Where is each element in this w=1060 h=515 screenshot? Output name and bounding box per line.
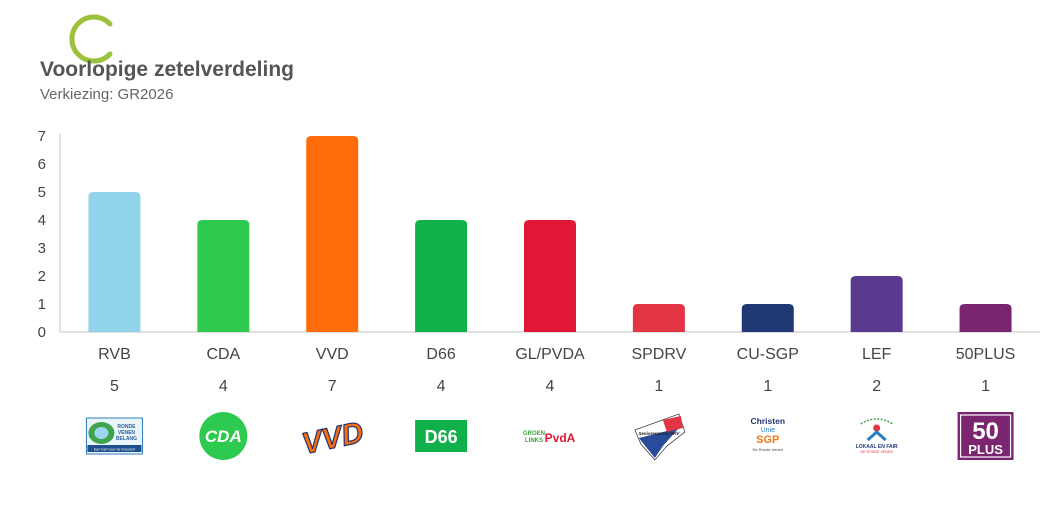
category-label: VVD bbox=[316, 346, 349, 363]
loading-spinner-icon bbox=[69, 14, 113, 64]
page-subtitle: Verkiezing: GR2026 bbox=[40, 86, 174, 103]
svg-text:De Ronde Venen: De Ronde Venen bbox=[753, 447, 783, 452]
svg-text:D66: D66 bbox=[425, 427, 458, 447]
data-label: 5 bbox=[110, 378, 119, 395]
category-label: LEF bbox=[862, 346, 892, 363]
data-label: 1 bbox=[763, 378, 772, 395]
bar-d66 bbox=[415, 220, 468, 332]
bar-cu-sgp bbox=[741, 304, 794, 332]
seniorenpartij-drv-logo: Seniorenpartij DRV bbox=[634, 413, 686, 461]
svg-text:50: 50 bbox=[972, 418, 999, 445]
vvd-logo: VVD bbox=[299, 415, 367, 461]
svg-text:Christen: Christen bbox=[751, 416, 785, 426]
data-label: 4 bbox=[219, 378, 228, 395]
y-tick-label: 2 bbox=[38, 268, 46, 285]
y-tick-label: 5 bbox=[38, 184, 46, 201]
bar-gl-pvda bbox=[524, 220, 576, 332]
y-tick-label: 3 bbox=[38, 240, 46, 257]
svg-text:Unie: Unie bbox=[761, 427, 776, 434]
data-label: 4 bbox=[437, 378, 446, 395]
svg-text:DE RONDE VENEN: DE RONDE VENEN bbox=[860, 450, 893, 454]
y-tick-label: 4 bbox=[38, 212, 46, 229]
svg-text:PLUS: PLUS bbox=[968, 442, 1003, 457]
category-label: CDA bbox=[206, 346, 240, 363]
50plus-logo: 50PLUS bbox=[957, 412, 1014, 460]
category-label: CU-SGP bbox=[737, 346, 799, 363]
bar-vvd bbox=[306, 136, 359, 332]
y-tick-label: 6 bbox=[38, 156, 46, 173]
bar-lef bbox=[850, 276, 903, 332]
page-title: Voorlopige zetelverdeling bbox=[40, 58, 294, 81]
bar-cda bbox=[197, 220, 250, 332]
y-tick-label: 7 bbox=[38, 128, 46, 145]
svg-text:VVD: VVD bbox=[299, 416, 366, 461]
cda-logo: CDA bbox=[199, 412, 248, 460]
svg-text:LOKAAL EN FAIR: LOKAAL EN FAIR bbox=[856, 444, 898, 450]
data-label: 2 bbox=[872, 378, 881, 395]
y-tick-label: 0 bbox=[38, 324, 46, 341]
category-label: D66 bbox=[426, 346, 455, 363]
category-label: SPDRV bbox=[631, 346, 686, 363]
svg-text:Een hart voor de inwoner!: Een hart voor de inwoner! bbox=[94, 448, 135, 452]
data-label: 1 bbox=[654, 378, 663, 395]
svg-text:SGP: SGP bbox=[756, 434, 779, 446]
svg-text:LINKS: LINKS bbox=[525, 438, 543, 444]
y-tick-label: 1 bbox=[38, 296, 46, 313]
category-label: GL/PVDA bbox=[515, 346, 585, 363]
svg-text:GROEN: GROEN bbox=[523, 431, 545, 437]
data-label: 7 bbox=[328, 378, 337, 395]
bar-50plus bbox=[959, 304, 1012, 332]
data-label: 4 bbox=[546, 378, 555, 395]
category-label: 50PLUS bbox=[956, 346, 1016, 363]
svg-text:BELANG: BELANG bbox=[116, 436, 137, 442]
svg-text:CDA: CDA bbox=[205, 427, 242, 446]
svg-text:RONDE: RONDE bbox=[117, 424, 136, 430]
bar-rvb bbox=[88, 192, 141, 332]
d66-logo: D66 bbox=[415, 420, 468, 452]
bar-spdrv bbox=[632, 304, 685, 332]
svg-text:VENEN: VENEN bbox=[118, 430, 136, 436]
svg-text:Seniorenpartij DRV: Seniorenpartij DRV bbox=[638, 431, 680, 436]
data-label: 1 bbox=[981, 378, 990, 395]
category-label: RVB bbox=[98, 346, 131, 363]
svg-text:PvdA: PvdA bbox=[545, 431, 576, 445]
